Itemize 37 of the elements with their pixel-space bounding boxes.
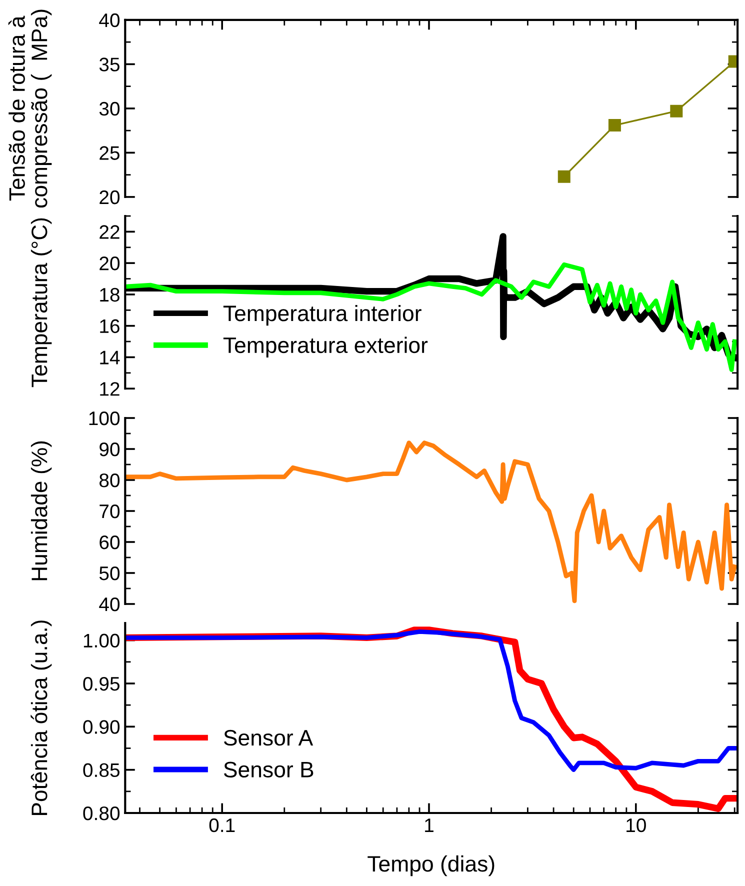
point: [558, 170, 570, 183]
y-tick-label: 35: [99, 58, 120, 72]
legend-label: Sensor B: [224, 762, 314, 778]
y-tick-label: 22: [100, 225, 120, 239]
y-tick-label: 40: [99, 597, 120, 612]
y-axis-title: Tensão de rotura à compressão ( MPa): [8, 10, 52, 208]
y-tick-label: 80: [100, 473, 120, 488]
y-tick-label: 16: [100, 319, 120, 334]
y-axis-title: Humidade (%): [30, 441, 52, 580]
y-tick-label: 14: [100, 350, 120, 364]
legend-label: Sensor A: [224, 730, 314, 746]
y-tick-label: 20: [100, 256, 120, 270]
y-tick-label: 50: [99, 566, 120, 580]
x-tick-label: 10: [626, 818, 646, 832]
y-tick-label: 25: [100, 146, 120, 160]
y-tick-label: 18: [100, 288, 120, 302]
x-tick-label: 1: [425, 818, 434, 832]
y-tick-label: 0.85: [83, 763, 120, 778]
y-tick-label: 100: [89, 411, 120, 426]
legend-label: Temperatura interior: [223, 304, 422, 326]
y-tick-label: 0.80: [83, 806, 120, 820]
y-tick-label: 20: [100, 190, 120, 204]
y-tick-label: 60: [100, 535, 120, 550]
x-axis-title: Tempo (dias): [368, 855, 494, 876]
y-tick-label: 1.00: [84, 634, 120, 648]
y-tick-label: 0.90: [83, 720, 120, 734]
y-tick-label: 0.95: [83, 676, 120, 691]
x-tick-label: 0.1: [209, 818, 235, 832]
y-tick-label: 90: [100, 442, 120, 456]
y-axis-title: Temperatura (°C): [30, 218, 52, 388]
point: [670, 104, 683, 118]
y-tick-label: 70: [100, 504, 120, 518]
y-tick-label: 12: [100, 382, 120, 396]
y-axis-title: Potência ótica (u.a.): [30, 620, 52, 815]
y-tick-label: 40: [99, 13, 120, 28]
y-tick-label: 30: [99, 102, 120, 116]
legend-label: Temperatura exterior: [223, 336, 428, 358]
